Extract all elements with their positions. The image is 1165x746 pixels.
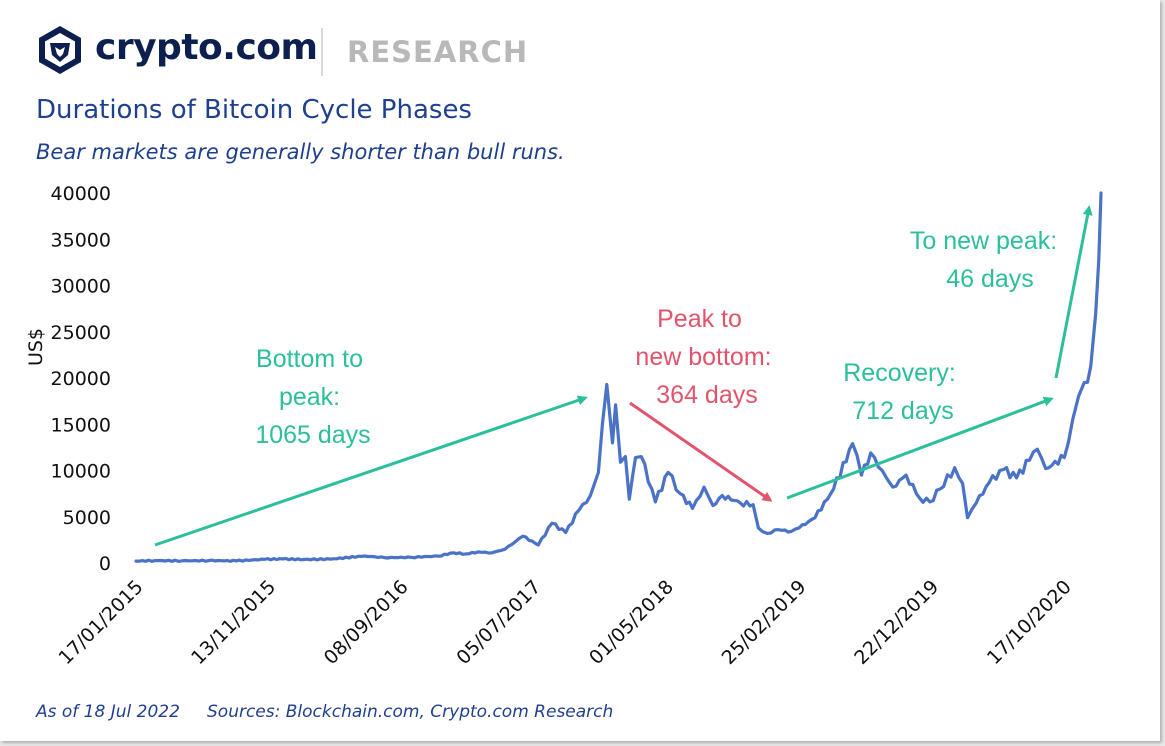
x-tick-label: 13/11/2015 xyxy=(187,576,280,669)
y-tick-label: 15000 xyxy=(51,414,111,436)
arrow-recovery xyxy=(786,396,1054,500)
y-tick-label: 30000 xyxy=(51,276,111,298)
y-axis-label: US$ xyxy=(25,328,47,366)
annotation-bottom-to-peak: Bottom to peak: 1065 days xyxy=(255,345,370,449)
y-tick-label: 20000 xyxy=(51,368,111,390)
chart-subtitle: Bear markets are generally shorter than … xyxy=(36,140,565,164)
y-tick-label: 0 xyxy=(99,553,111,575)
chart-title: Durations of Bitcoin Cycle Phases xyxy=(36,95,472,125)
arrow-peak-to-bottom xyxy=(629,401,773,502)
x-tick-label: 08/09/2016 xyxy=(320,576,413,669)
annotation-peak-to-bottom: Peak to new bottom: 364 days xyxy=(635,305,778,409)
annotation-to-new-peak: To new peak: 46 days xyxy=(910,227,1064,293)
y-tick-label: 40000 xyxy=(51,183,111,205)
arrow-bottom-to-peak xyxy=(154,395,588,547)
x-tick-label: 05/07/2017 xyxy=(452,576,545,669)
y-tick-label: 5000 xyxy=(63,507,111,529)
crypto-com-logo-icon xyxy=(39,26,81,74)
x-tick-label: 22/12/2019 xyxy=(850,576,943,669)
brand-name: crypto.com xyxy=(95,27,318,68)
x-axis: 17/01/2015 13/11/2015 08/09/2016 05/07/2017… xyxy=(55,576,1076,669)
brand-section-label: RESEARCH xyxy=(347,35,529,69)
footnote-sources: Sources: Blockchain.com, Crypto.com Rese… xyxy=(207,702,614,722)
x-tick-label: 17/01/2015 xyxy=(55,576,148,669)
x-tick-label: 01/05/2018 xyxy=(585,576,678,669)
series-line xyxy=(134,191,1103,563)
y-tick-label: 10000 xyxy=(51,461,111,483)
annotation-recovery: Recovery: 712 days xyxy=(843,359,963,425)
arrow-to-new-peak xyxy=(1054,205,1093,379)
x-tick-label: 25/02/2019 xyxy=(718,576,811,669)
footnote-date: As of 18 Jul 2022 xyxy=(36,702,180,722)
x-tick-label: 17/10/2020 xyxy=(983,576,1076,669)
y-tick-label: 25000 xyxy=(51,322,111,344)
y-tick-label: 35000 xyxy=(51,229,111,251)
y-axis: 0 5000 10000 15000 20000 25000 30000 35000 40000 xyxy=(51,183,111,575)
brand-divider xyxy=(321,28,323,76)
